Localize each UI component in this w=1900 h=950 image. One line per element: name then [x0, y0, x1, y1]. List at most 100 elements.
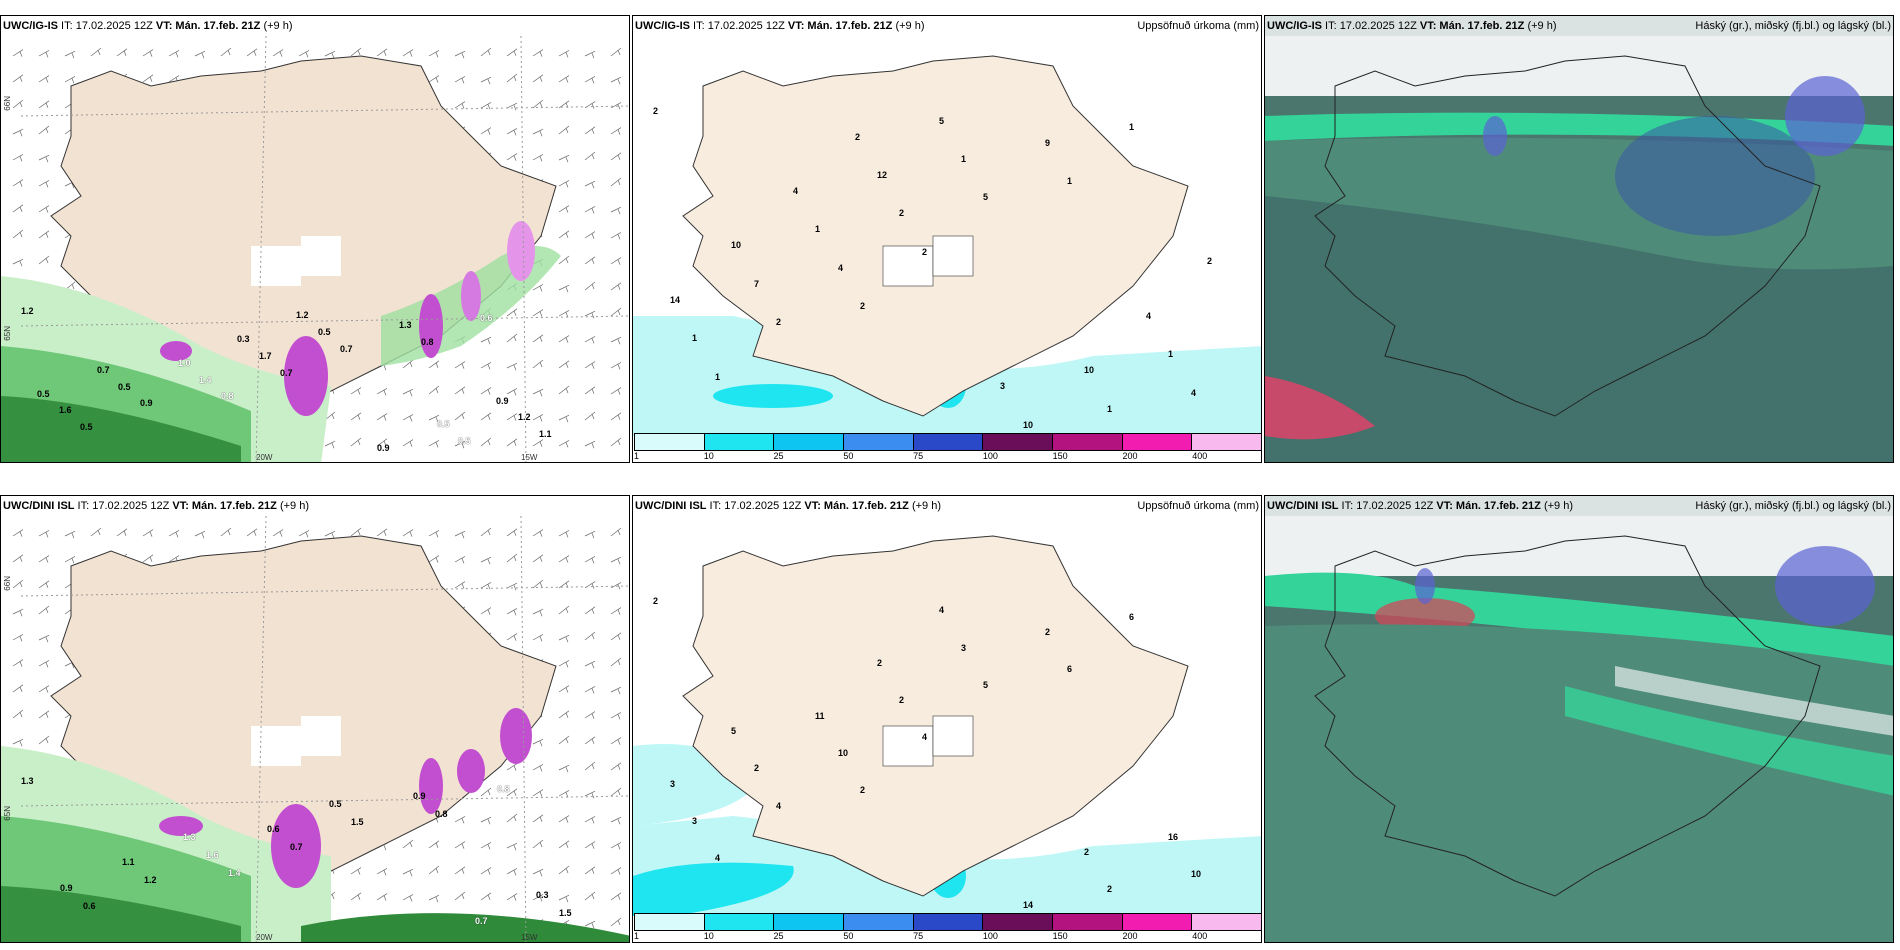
wind-barb: [428, 75, 440, 83]
value-label: 5: [983, 680, 989, 690]
value-label: 0.7: [97, 365, 110, 375]
wind-barb: [12, 204, 24, 213]
value-label: 0.8: [497, 784, 510, 794]
wind-barb: [610, 816, 622, 825]
value-label: 2: [1084, 847, 1090, 857]
wind-barb: [12, 128, 24, 137]
wind-barb: [506, 528, 518, 537]
wind-barb: [90, 47, 102, 57]
wind-barb: [506, 868, 518, 876]
value-label: 0.7: [290, 842, 303, 852]
wind-barb: [506, 388, 518, 396]
wind-barb: [506, 362, 518, 371]
wind-barb: [584, 50, 596, 59]
value-label: 1: [692, 333, 698, 343]
colorbar-swatch: [983, 434, 1054, 450]
value-label: 0.7: [280, 368, 293, 378]
wind-barb: [480, 387, 492, 395]
wind-barb: [558, 125, 570, 135]
value-label: 2: [899, 208, 905, 218]
wind-barb: [532, 99, 544, 109]
wind-barb: [506, 73, 518, 83]
wind-barb: [532, 128, 544, 137]
lead-time: (+9 h): [1524, 20, 1557, 32]
model-name: UWC/DINI ISL: [635, 500, 707, 512]
value-label: 10: [1023, 420, 1034, 430]
panel-header: UWC/DINI ISL IT: 17.02.2025 12Z VT: Mán.…: [1, 496, 629, 516]
panel-header: UWC/IG-IS IT: 17.02.2025 12Z VT: Mán. 17…: [633, 16, 1261, 36]
value-label: 0.3: [536, 890, 549, 900]
wind-barb: [532, 154, 544, 162]
wind-barb: [480, 102, 492, 110]
panel-bottom-left-wind: UWC/DINI ISL IT: 17.02.2025 12Z VT: Mán.…: [0, 495, 630, 943]
wind-barb: [428, 50, 440, 58]
colorbar-label: 150: [1052, 931, 1068, 941]
value-label: 3: [670, 779, 676, 789]
colorbar-swatch: [1192, 434, 1261, 450]
wind-barb: [38, 180, 50, 188]
wind-barb: [584, 336, 596, 344]
wind-barb: [610, 787, 622, 797]
colorbar-swatch: [844, 914, 914, 930]
value-label: 0.6: [480, 313, 493, 323]
wind-barb: [506, 128, 518, 136]
wind-barb: [558, 284, 570, 293]
value-label: 3: [692, 816, 698, 826]
lead-time: (+9 h): [276, 500, 309, 512]
wind-barb: [454, 891, 466, 901]
wind-barb: [610, 737, 622, 745]
wind-barb: [558, 360, 570, 369]
lat-tick: 66N: [3, 576, 12, 591]
precip-map: [633, 16, 1261, 462]
colorbar-swatch: [774, 914, 845, 930]
wind-barb: [584, 126, 596, 135]
wind-barb: [402, 894, 414, 902]
wind-barb: [272, 529, 284, 537]
lon-tick: 20W: [256, 453, 273, 462]
wind-barb: [480, 336, 492, 345]
wind-barb: [480, 527, 492, 537]
wind-barb: [402, 414, 414, 422]
wind-barb: [558, 685, 570, 693]
wind-barb: [558, 385, 570, 395]
value-label: 2: [877, 658, 883, 668]
wind-barb: [610, 607, 622, 615]
wind-barb: [402, 439, 414, 447]
colorbar-label: 100: [982, 931, 998, 941]
wind-barb: [454, 76, 466, 84]
value-label: 0.8: [421, 337, 434, 347]
valid-time: VT: Mán. 17.feb. 21Z: [155, 20, 261, 32]
wind-barb: [584, 310, 596, 319]
wind-barb: [376, 413, 388, 421]
wind-barb: [610, 232, 622, 240]
colorbar-label: 200: [1122, 931, 1138, 941]
lat-tick: 66N: [3, 96, 12, 111]
value-label: 1.2: [296, 310, 309, 320]
wind-barb: [558, 865, 570, 875]
wind-barb: [584, 530, 596, 539]
lon-tick-2: 15W: [521, 453, 538, 462]
value-label: 1: [1107, 404, 1113, 414]
wind-barb: [428, 530, 440, 538]
wind-barb: [480, 607, 492, 615]
wind-barb: [610, 582, 622, 590]
valid-time: VT: Mán. 17.feb. 21Z: [172, 500, 277, 512]
panel-title: Uppsöfnuð úrkoma (mm): [1137, 500, 1259, 512]
value-label: 1.4: [199, 375, 212, 385]
wind-barb: [376, 528, 388, 537]
panel-header: UWC/IG-IS IT: 17.02.2025 12Z VT: Mán. 17…: [1, 16, 629, 36]
wind-barb: [480, 816, 492, 825]
wind-barb: [324, 50, 336, 59]
wind-barb: [402, 529, 414, 537]
wind-barb: [194, 50, 206, 59]
wind-barb: [506, 582, 518, 591]
wind-barb: [12, 229, 24, 239]
wind-barb: [12, 608, 24, 617]
wind-barb: [194, 530, 206, 539]
colorbar-swatches: [634, 913, 1261, 931]
wind-barb: [506, 333, 518, 343]
colorbar-label: 10: [703, 931, 714, 941]
wind-barb: [246, 48, 258, 57]
wind-barb: [480, 582, 492, 590]
wind-barb: [12, 554, 24, 563]
